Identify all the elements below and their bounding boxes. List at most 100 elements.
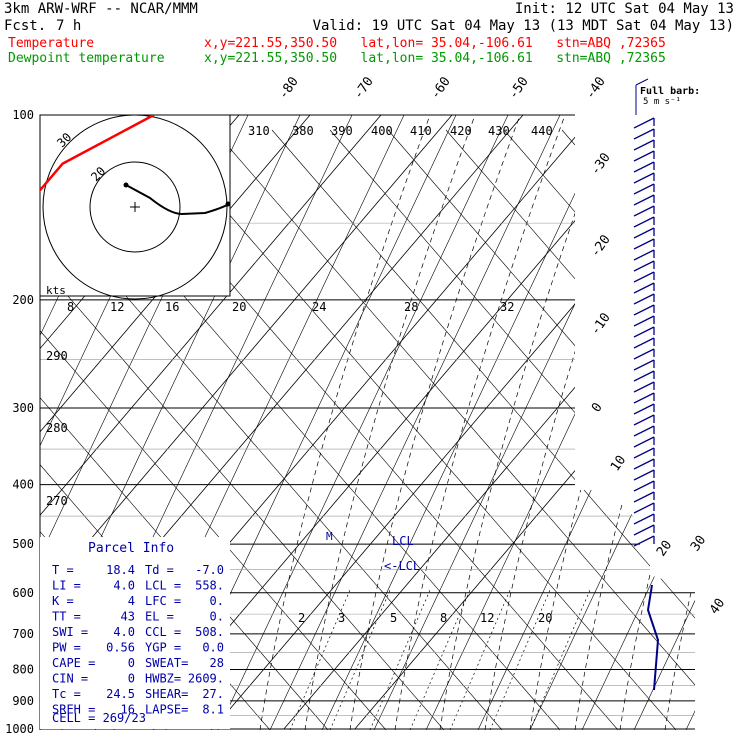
mixing-ratio-line [409,589,471,730]
parcel-row-value: 0. [210,610,224,624]
dry-adiabat [269,115,561,730]
parcel-row-label: CIN = [52,672,88,686]
mixing-ratio-line [529,589,591,730]
pressure-tick-label: 100 [12,108,34,122]
dry-adiabat [40,129,445,730]
wind-barb [633,447,655,459]
parcel-info-title: Parcel Info [88,541,174,556]
hodograph-speed-label: 24 [312,300,326,314]
wind-barb [633,403,655,415]
hodograph-end [225,201,231,207]
parcel-row-value: 27. [202,687,224,701]
init-time: Init: 12 UTC Sat 04 May 13 [514,1,734,17]
forecast-label: Fcst. [4,18,47,34]
dry-adiabat [581,115,695,730]
hodograph-speed-label: 16 [165,300,179,314]
isotherm-line [40,115,453,730]
parcel-row-value: 0.56 [106,641,135,655]
mixing-ratio-label: 8 [440,611,447,625]
isotherm-label: -40 [583,74,609,102]
moist-adiabat [439,115,611,730]
dry-adiabat [736,130,740,730]
mixing-ratio-label: 3 [338,611,345,625]
dry-adiabat [40,129,387,730]
isotherm-line [283,115,695,730]
parcel-row-value: 0 [128,672,135,686]
wind-barb [633,513,655,525]
mixing-ratio-line [489,589,551,730]
hodograph-start [123,182,129,188]
theta-label: 390 [331,124,353,138]
wind-barb [633,414,655,426]
hodograph-units: kts [46,284,66,297]
hodograph-trace [125,184,230,216]
wind-barb [633,216,655,228]
dry-adiabat [373,115,665,730]
wind-barb [633,348,655,360]
dry-adiabat [529,115,695,730]
annotation-lcl-2: <-LCL [384,559,420,573]
dry-adiabat [271,129,695,730]
barb-legend-units: 5 m s⁻¹ [643,97,681,107]
legend-temperature-location: x,y=221.55,350.50 lat,lon= 35.04,-106.61… [204,36,666,51]
dry-adiabat [633,115,695,730]
valid-time: Valid: 19 UTC Sat 04 May 13 (13 MDT Sat … [312,18,734,34]
parcel-row-label: Td = [145,563,174,577]
parcel-row-value: 16 [121,703,135,717]
hodograph-speed-label: 8 [67,300,74,314]
model-title: 3km ARW-WRF -- NCAR/MMM [4,1,198,17]
moist-adiabat [484,115,656,730]
parcel-row-label: T = [52,563,74,577]
parcel-row-value: 558. [195,579,224,593]
dry-adiabat [217,115,509,730]
pressure-tick-label: 500 [12,537,34,551]
barb-legend-flag [635,78,649,86]
parcel-row-label: K = [52,594,74,608]
parcel-row-value: 0.0 [202,641,224,655]
parcel-row-label: SWI = [52,625,88,639]
wind-barb [633,535,655,547]
hodograph-speed-label: 12 [110,300,124,314]
parcel-row-value: 8.1 [202,703,224,717]
wind-barb [633,238,655,250]
legend-dewpoint-location: x,y=221.55,350.50 lat,lon= 35.04,-106.61… [204,51,666,66]
parcel-row-label: CCL = [145,625,181,639]
wind-barb [633,194,655,206]
wind-barb [633,282,655,294]
wind-barb [633,524,655,536]
mixing-ratio-line [369,589,431,730]
legend-temperature: Temperature [8,36,95,51]
pressure-tick-label: 300 [12,401,34,415]
wind-barb [633,304,655,316]
wind-barb [633,436,655,448]
hodograph-speed-label: 28 [404,300,418,314]
dry-adiabat [155,129,677,730]
wind-barb [633,480,655,492]
mixing-ratio-label: 5 [390,611,397,625]
parcel-row-value: 43 [121,610,135,624]
dry-adiabat [213,129,695,730]
parcel-row-value: 508. [195,625,224,639]
parcel-row-label: EL = [145,610,174,624]
wind-barb [633,425,655,437]
wind-barb [633,227,655,239]
wind-barb [633,117,655,129]
parcel-row-value: 4.0 [113,579,135,593]
theta-label: 430 [488,124,510,138]
isotherm-label: 10 [608,453,629,474]
parcel-row-label: CAPE = [52,656,95,670]
dry-adiabat [445,129,695,730]
wind-barb [633,128,655,140]
moist-adiabat [529,115,695,730]
isotherm-label: -60 [428,74,454,102]
pressure-tick-label: 1000 [5,722,34,736]
hodograph-ring [42,114,228,300]
mixing-ratio-label: 2 [298,611,305,625]
parcel-row-label: SHEAR= [145,687,188,701]
pressure-tick-label: 600 [12,586,34,600]
dry-adiabat [329,129,695,730]
barb-legend-title: Full barb: [640,86,700,97]
parcel-row-value: 4 [128,594,135,608]
moist-adiabat [349,115,521,730]
